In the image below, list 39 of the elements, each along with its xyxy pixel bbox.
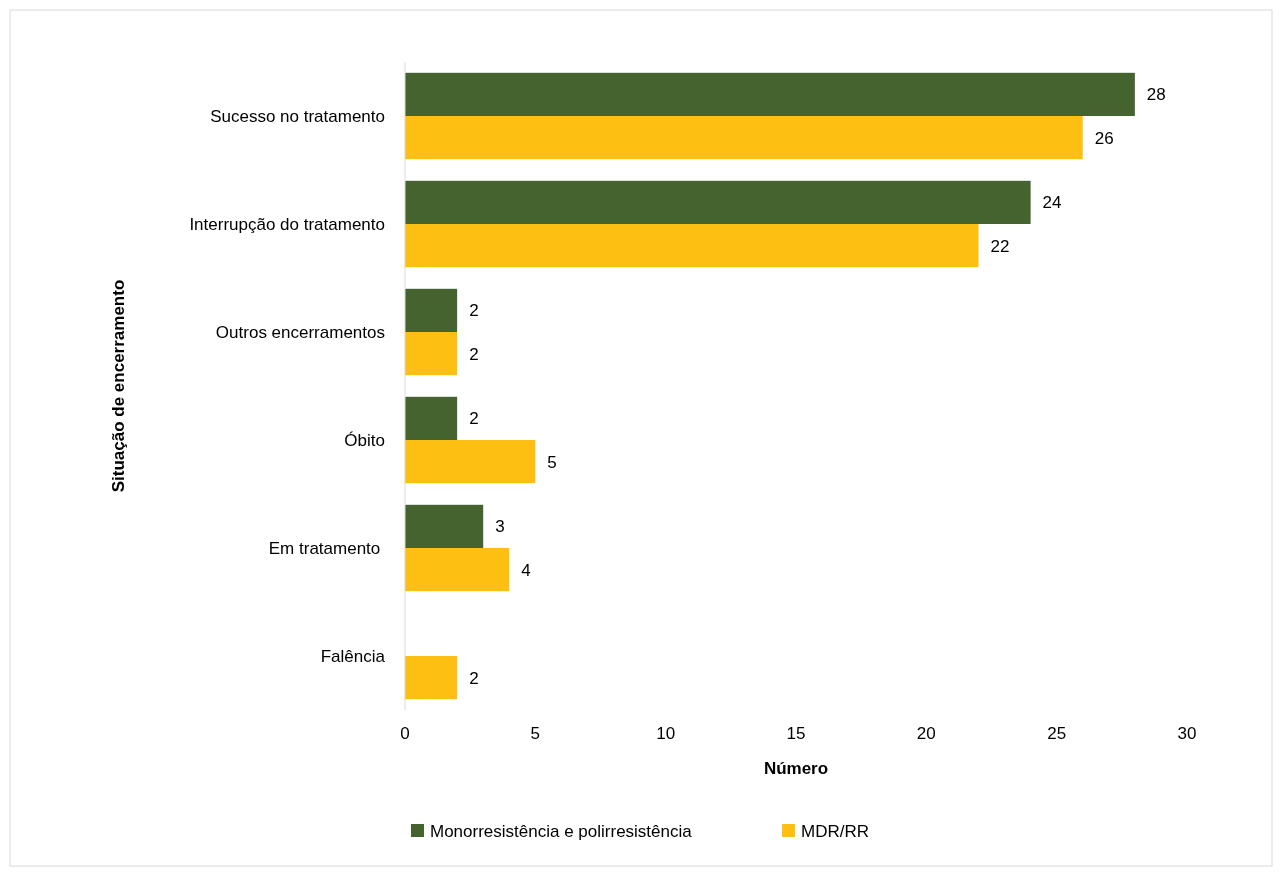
data-label: 28 bbox=[1146, 85, 1166, 105]
y-tick-label: Interrupção do tratamento bbox=[189, 214, 385, 234]
x-tick-label: 15 bbox=[786, 723, 806, 743]
y-axis-title: Situação de encerramento bbox=[108, 279, 128, 493]
data-label: 5 bbox=[547, 452, 557, 472]
bar bbox=[405, 116, 1083, 160]
data-label: 22 bbox=[990, 236, 1010, 256]
bar bbox=[405, 72, 1135, 116]
x-tick-label: 30 bbox=[1177, 723, 1197, 743]
y-tick-label: Óbito bbox=[344, 430, 385, 450]
x-axis-title: Número bbox=[763, 758, 829, 778]
y-tick-label: Em tratamento bbox=[268, 538, 385, 558]
bar bbox=[405, 288, 458, 332]
x-tick-label: 25 bbox=[1047, 723, 1067, 743]
x-tick-label: 10 bbox=[656, 723, 676, 743]
data-label: 2 bbox=[469, 409, 479, 429]
bar bbox=[405, 224, 979, 268]
x-tick-label: 5 bbox=[530, 723, 541, 743]
data-label: 2 bbox=[469, 344, 479, 364]
bar bbox=[405, 656, 458, 700]
data-label: 2 bbox=[469, 301, 479, 321]
legend-label: Monorresistência e polirresistência bbox=[430, 821, 693, 841]
data-label: 3 bbox=[495, 517, 505, 537]
bar bbox=[405, 180, 1031, 224]
y-tick-label: Sucesso no tratamento bbox=[210, 106, 385, 126]
y-tick-label: Outros encerramentos bbox=[215, 322, 385, 342]
x-tick-label: 20 bbox=[916, 723, 936, 743]
legend-label: MDR/RR bbox=[801, 821, 869, 841]
data-label: 2 bbox=[469, 668, 479, 688]
data-label: 24 bbox=[1042, 193, 1062, 213]
bar bbox=[405, 504, 484, 548]
y-tick-label: Falência bbox=[320, 646, 386, 666]
bar bbox=[405, 440, 536, 484]
bar bbox=[405, 548, 510, 592]
bar bbox=[405, 396, 458, 440]
x-tick-label: 0 bbox=[400, 723, 410, 743]
data-label: 26 bbox=[1094, 128, 1114, 148]
bar bbox=[405, 332, 458, 376]
data-label: 4 bbox=[521, 560, 531, 580]
